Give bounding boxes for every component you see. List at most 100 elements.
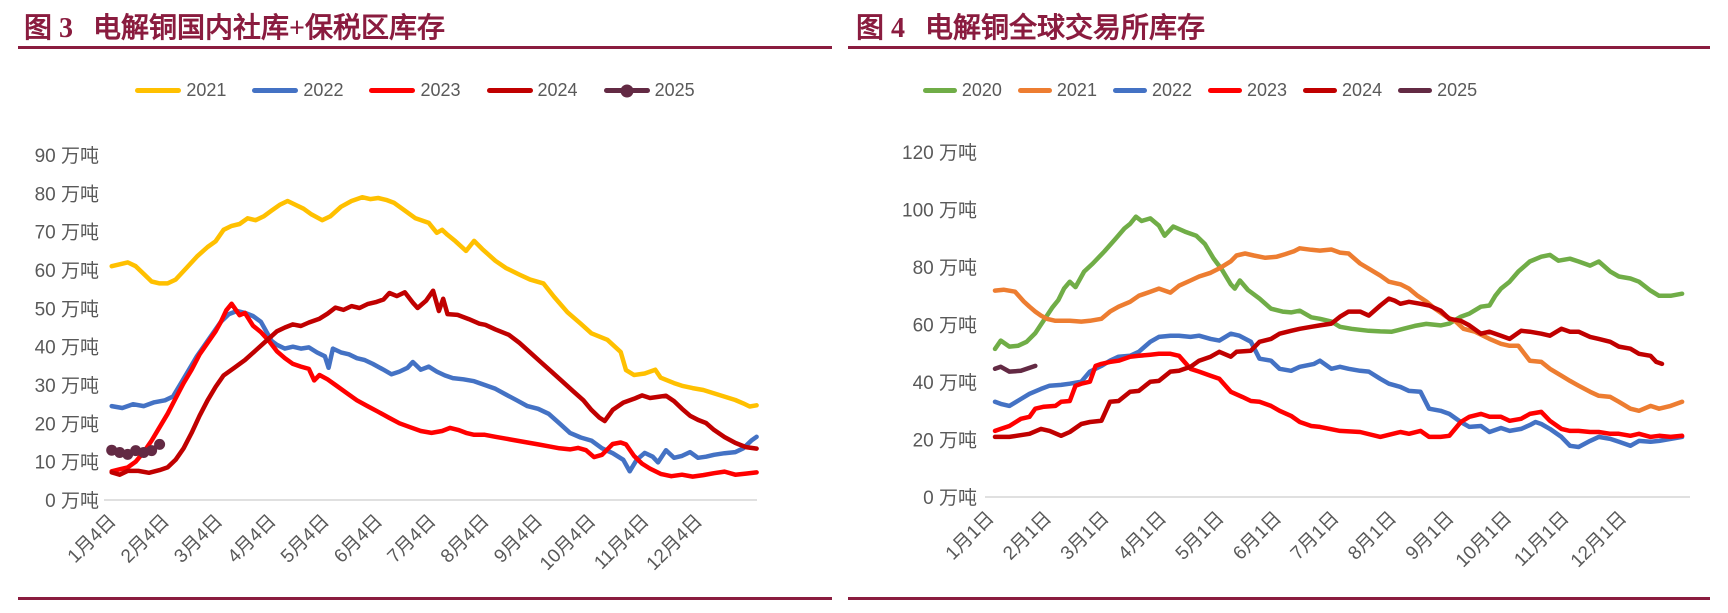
y-tick-label: 20 万吨 [913, 430, 977, 452]
legend-item-2025: 2025 [603, 80, 695, 101]
legend-item-2025: 2025 [1398, 80, 1477, 101]
legend-swatch-2020 [922, 88, 957, 93]
figure-3-chart: 0 万吨 10 万吨 20 万吨 30 万吨 40 万吨 50 万吨 60 万吨 70 万吨 8… [35, 145, 759, 575]
legend-marker-dot [620, 84, 634, 97]
x-tick-label: 8月1日 [1344, 508, 1401, 565]
figure-4-title-text: 电解铜全球交易所库存 [925, 13, 1206, 44]
legend-label-2020: 2020 [961, 80, 1002, 100]
legend-label-2021: 2021 [186, 80, 227, 100]
figure-3-number: 图 3 [24, 13, 74, 44]
x-tick-label: 4月4日 [224, 511, 281, 568]
legend-swatch-2023 [369, 88, 416, 93]
y-tick-label: 90 万吨 [35, 145, 99, 167]
legend-label-2022: 2022 [303, 80, 344, 100]
legend-swatch-2024 [1303, 88, 1338, 93]
x-tick-label: 9月1日 [1402, 508, 1459, 565]
figure-3-title: 图 3 电解铜国内社库+保税区库存 [24, 6, 445, 46]
x-tick-label: 10月1日 [1452, 508, 1516, 572]
legend-swatch-2023 [1208, 88, 1242, 93]
x-tick-label: 6月4日 [330, 511, 387, 568]
series-line-2020 [992, 214, 1685, 352]
legend-label-2025: 2025 [1437, 80, 1478, 100]
series-line-2021 [109, 194, 759, 409]
figure-3-legend: 2021 2022 2023 2024 2025 [0, 80, 830, 101]
y-tick-label: 100 万吨 [902, 200, 977, 222]
x-tick-label: 5月1日 [1172, 508, 1229, 565]
y-tick-label: 10 万吨 [35, 452, 99, 474]
legend-swatch-2021 [1017, 88, 1052, 93]
series-line-2022 [109, 308, 759, 474]
x-tick-label: 7月1日 [1287, 508, 1344, 565]
x-tick-label: 11月4日 [590, 511, 653, 574]
legend-label-2023: 2023 [1247, 80, 1288, 100]
series-line-2024 [992, 296, 1665, 440]
figure-4-chart: 0 万吨 20 万吨 40 万吨 60 万吨 80 万吨 100 万吨 120 万吨 1月1日… [902, 142, 1690, 572]
y-tick-label: 80 万吨 [913, 257, 977, 279]
legend-swatch-2025 [1398, 88, 1433, 93]
series-marker-2025 [154, 438, 166, 450]
x-tick-label: 11月1日 [1510, 508, 1573, 571]
legend-label-2022: 2022 [1151, 80, 1192, 100]
figure-4-title-rule [848, 46, 1710, 49]
y-tick-label: 120 万吨 [902, 142, 977, 164]
legend-swatch-2022 [252, 88, 299, 93]
x-tick-label: 3月1日 [1057, 508, 1114, 565]
legend-label-2023: 2023 [420, 80, 461, 100]
series-line-2025 [992, 363, 1038, 374]
y-tick-label: 60 万吨 [35, 260, 99, 282]
series-line-2024 [109, 288, 759, 477]
legend-label-2024: 2024 [1342, 80, 1383, 100]
legend-label-2025: 2025 [654, 80, 695, 100]
x-tick-label: 1月1日 [942, 508, 999, 565]
x-tick-label: 12月4日 [643, 511, 707, 575]
x-tick-label: 10月4日 [536, 511, 600, 575]
legend-swatch-2022 [1112, 88, 1147, 93]
legend-label-2024: 2024 [537, 80, 578, 100]
legend-item-2020: 2020 [922, 80, 1002, 101]
y-tick-label: 70 万吨 [35, 222, 99, 244]
y-tick-label: 40 万吨 [913, 372, 977, 394]
legend-item-2022: 2022 [1112, 80, 1192, 101]
legend-item-2023: 2023 [369, 80, 461, 101]
x-tick-label: 2月4日 [117, 511, 174, 568]
y-tick-label: 0 万吨 [923, 487, 977, 509]
legend-item-2023: 2023 [1208, 80, 1287, 101]
x-tick-label: 2月1日 [999, 508, 1056, 565]
y-tick-label: 40 万吨 [35, 337, 99, 359]
y-tick-label: 60 万吨 [913, 315, 977, 337]
legend-swatch-2024 [486, 88, 533, 93]
legend-swatch-2021 [135, 88, 182, 93]
legend-swatch-2025 [603, 84, 650, 97]
y-tick-label: 0 万吨 [45, 490, 99, 512]
series-line-2023 [109, 301, 759, 479]
x-tick-label: 1月4日 [64, 511, 121, 568]
legend-label-2021: 2021 [1056, 80, 1097, 100]
legend-item-2021: 2021 [135, 80, 226, 101]
y-tick-label: 50 万吨 [35, 298, 99, 320]
series-line-2023 [992, 351, 1685, 440]
x-tick-label: 4月1日 [1114, 508, 1171, 565]
figure-4-legend: 2020 2021 2022 2023 2024 2025 [870, 80, 1530, 101]
x-tick-label: 8月4日 [437, 511, 494, 568]
legend-item-2021: 2021 [1017, 80, 1097, 101]
x-tick-label: 12月1日 [1567, 508, 1631, 572]
legend-item-2024: 2024 [486, 80, 578, 101]
figure-4-title: 图 4 电解铜全球交易所库存 [856, 6, 1205, 46]
legend-item-2022: 2022 [252, 80, 343, 101]
y-tick-label: 80 万吨 [35, 183, 99, 205]
figure-4-number: 图 4 [856, 13, 906, 44]
x-tick-label: 5月4日 [277, 511, 334, 568]
x-tick-label: 7月4日 [384, 511, 441, 568]
series-line-2021 [992, 246, 1685, 414]
legend-item-2024: 2024 [1303, 80, 1382, 101]
x-tick-label: 3月4日 [170, 511, 227, 568]
figure-3-title-rule [18, 46, 832, 49]
figure-3-title-text: 电解铜国内社库+保税区库存 [93, 13, 445, 44]
series-marker-2025 [146, 445, 158, 457]
y-tick-label: 20 万吨 [35, 413, 99, 435]
x-tick-label: 6月1日 [1229, 508, 1286, 565]
figure-3-bottom-rule [18, 597, 832, 600]
y-tick-label: 30 万吨 [35, 375, 99, 397]
figure-4-bottom-rule [848, 597, 1710, 600]
